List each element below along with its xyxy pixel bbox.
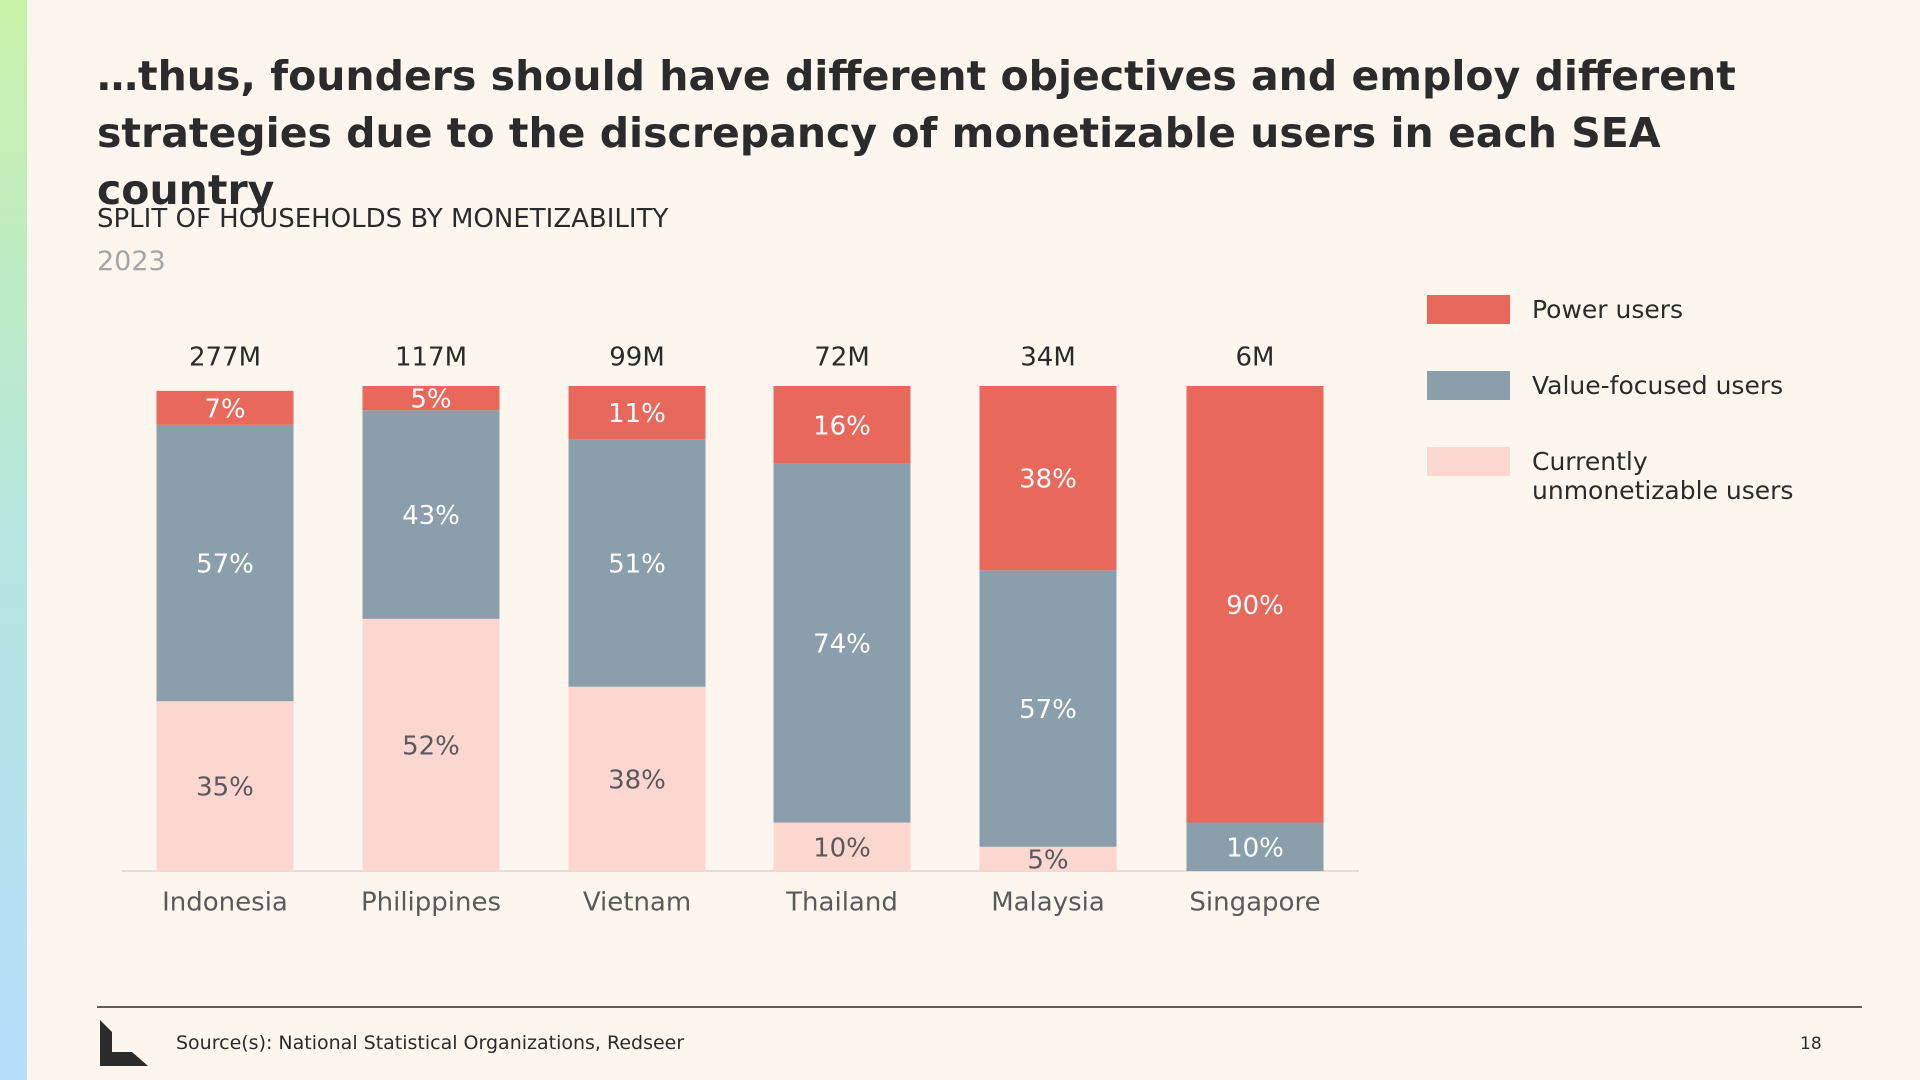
data-label: 5% [410,385,451,415]
legend-entry: Value-focused users [1427,371,1822,400]
data-label: 52% [402,731,460,761]
chart-year: 2023 [97,246,166,277]
data-label: 74% [813,630,871,660]
bar-segment [773,386,911,464]
data-label: 35% [196,773,254,803]
chart-subtitle: SPLIT OF HOUSEHOLDS BY MONETIZABILITY [97,204,669,234]
data-label: 11% [608,399,666,429]
total-label: 99M [609,343,665,373]
data-label: 16% [813,411,871,441]
legend-label: Currently unmonetizable users [1532,447,1794,505]
legend-swatch [1427,447,1510,476]
bar-segment [773,463,911,823]
data-label: 38% [608,765,666,795]
total-label: 72M [814,343,870,373]
bar-segment [979,846,1117,871]
x-tick-label: Vietnam [583,888,691,918]
total-label: 6M [1236,343,1275,373]
total-label: 277M [189,343,261,373]
data-label: 10% [813,833,871,863]
bar-segment [156,424,294,702]
legend-swatch [1427,371,1510,400]
bar-segment [1186,386,1324,823]
data-label: 43% [402,501,460,531]
data-label: 38% [1019,465,1077,495]
logo [100,1020,148,1066]
bar-segment [156,390,294,425]
data-label: 5% [1027,845,1068,875]
bar-segment [568,686,706,871]
legend-label: Value-focused users [1532,371,1784,400]
legend-swatch [1427,295,1510,324]
data-label: 90% [1226,591,1284,621]
legend-entry: Currently unmonetizable users [1427,447,1822,505]
x-tick-label: Singapore [1189,888,1320,918]
slide-title: …thus, founders should have different ob… [97,52,1736,214]
accent-strip [0,0,27,1080]
legend-entry: Power users [1427,295,1822,324]
legend-label: Power users [1532,295,1684,324]
source-note: Source(s): National Statistical Organiza… [176,1032,685,1054]
bar-segment [156,701,294,871]
x-tick-label: Indonesia [162,888,288,918]
bar-segment [773,822,911,871]
x-tick-label: Philippines [361,888,501,918]
data-label: 7% [204,394,245,424]
x-tick-label: Malaysia [991,888,1105,918]
bar-segment [362,410,500,619]
total-label: 34M [1020,343,1076,373]
bar-segment [979,386,1117,571]
data-label: 10% [1226,833,1284,863]
bar-segment [362,386,500,411]
page-number: 18 [1800,1034,1822,1054]
data-label: 51% [608,550,666,580]
data-label: 57% [196,550,254,580]
bar-segment [362,618,500,871]
x-tick-label: Thailand [785,888,898,918]
total-label: 117M [395,343,467,373]
bar-segment [1186,822,1324,871]
bar-segment [568,439,706,687]
bar-segment [568,386,706,440]
data-label: 57% [1019,695,1077,725]
bar-segment [979,570,1117,847]
